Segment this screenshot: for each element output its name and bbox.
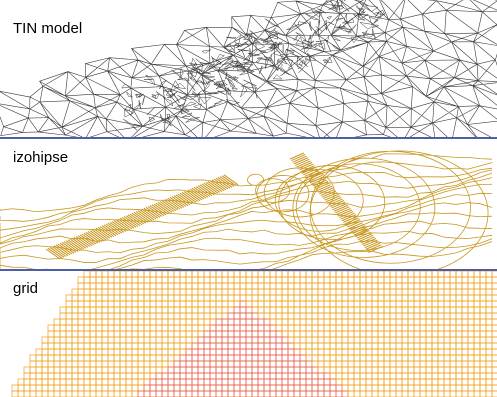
grid-panel: grid: [0, 271, 497, 397]
contour-lines: [0, 150, 493, 269]
grid-cells: [11, 271, 497, 397]
izohipse-label: izohipse: [10, 149, 72, 167]
tin-triangle-edges: [0, 0, 497, 137]
contour-dense-bands: [45, 152, 383, 260]
tin-model-label: TIN model: [10, 20, 86, 38]
contour-lines-image: [0, 150, 493, 269]
tin-mesh-image: [0, 0, 497, 137]
tin-dense-edges: [121, 0, 386, 131]
panel-divider: [0, 137, 497, 139]
izohipse-panel: izohipse: [0, 139, 497, 269]
panel-divider: [0, 269, 497, 271]
tin-model-panel: TIN model: [0, 0, 497, 137]
grid-label: grid: [10, 280, 42, 298]
grid-image: [11, 271, 497, 397]
